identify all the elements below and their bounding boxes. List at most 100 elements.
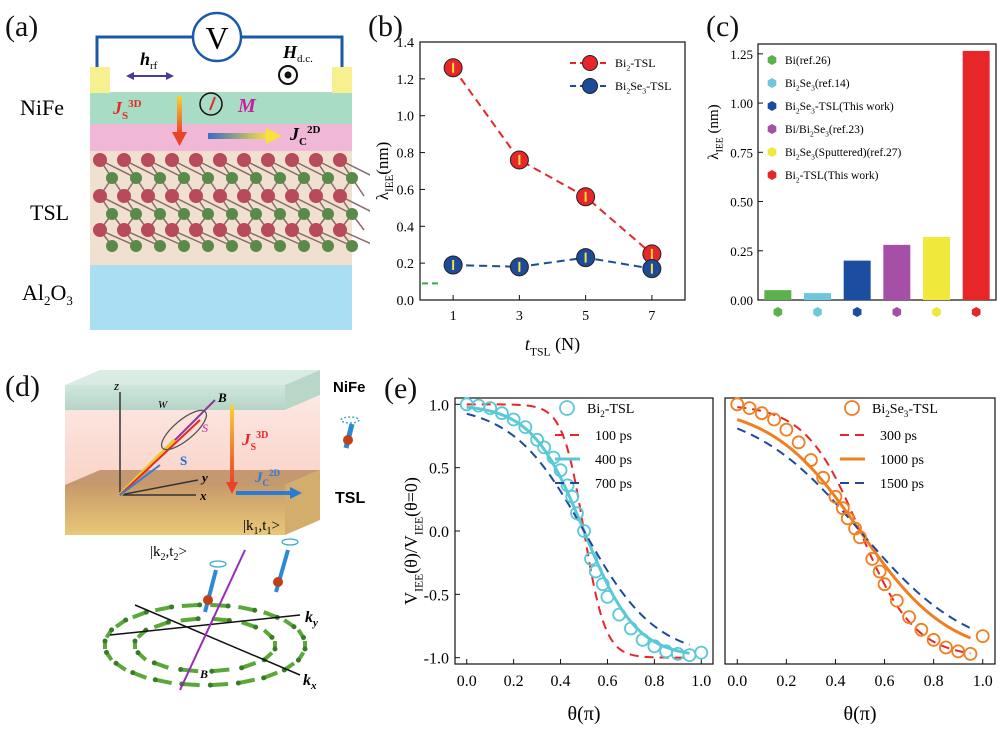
c-ylabel-part: (nm) bbox=[706, 104, 722, 137]
lattice-atom bbox=[141, 223, 155, 237]
b-ytick-label: 0.6 bbox=[397, 183, 415, 198]
e-ytick-label: -1.0 bbox=[424, 651, 449, 668]
lattice-atom bbox=[178, 240, 190, 252]
spin-texture-arrowhead bbox=[102, 638, 108, 644]
ket2-orbit bbox=[209, 560, 227, 568]
ket2-label: |k2,t2> bbox=[150, 544, 187, 563]
e-data-point bbox=[565, 489, 580, 504]
e-legend-label-part: -TSL bbox=[605, 402, 635, 417]
e-legend-label: Bi2Se3-TSL bbox=[872, 402, 938, 419]
c-legend-label-part: -TSL(This work) bbox=[815, 101, 894, 113]
e-legend-label-part: Se bbox=[890, 402, 904, 417]
spin-texture-arrowhead bbox=[113, 660, 119, 666]
e-data-point bbox=[584, 551, 598, 566]
spin-texture-arrowhead bbox=[195, 616, 201, 622]
e-ylabel-part: (θ=0) bbox=[401, 477, 422, 517]
c-category-marker bbox=[813, 307, 822, 317]
e-legend-label: 400 ps bbox=[595, 453, 632, 468]
c-legend-label-part: 3 bbox=[825, 129, 829, 138]
c-legend-label-part: 3 bbox=[811, 83, 815, 92]
spin-texture-arrowhead bbox=[239, 665, 245, 671]
e-data-point bbox=[926, 633, 941, 647]
c-legend-marker bbox=[767, 78, 777, 88]
spin-texture-arrowhead bbox=[300, 635, 306, 641]
d-nife-front bbox=[65, 385, 285, 410]
e-data-point bbox=[742, 401, 757, 416]
e-data-point bbox=[730, 397, 745, 412]
lattice-atom bbox=[165, 189, 179, 203]
ket2-electron bbox=[203, 595, 213, 605]
c-legend-marker bbox=[767, 101, 777, 111]
e-data-point bbox=[877, 577, 892, 592]
e-data-point bbox=[914, 622, 929, 637]
e-fit-line bbox=[736, 418, 972, 640]
lattice-atom bbox=[130, 172, 142, 184]
al2o3-layer bbox=[90, 265, 352, 330]
c-bar bbox=[843, 260, 871, 300]
e-data-point bbox=[682, 648, 697, 663]
spin-texture-arrowhead bbox=[151, 660, 157, 666]
b-legend-label-part: 3 bbox=[642, 87, 646, 96]
lattice-atom bbox=[106, 208, 118, 220]
b-xtick-label: 3 bbox=[516, 309, 523, 324]
c-legend-label-part: Bi bbox=[785, 101, 796, 113]
c-legend-label-part: Bi/Bi bbox=[785, 124, 810, 136]
e-data-point bbox=[577, 524, 591, 538]
k-b-label: B bbox=[199, 667, 208, 681]
b-legend-label-part: 2 bbox=[626, 87, 630, 96]
lattice-atom bbox=[333, 153, 347, 167]
b-series-line bbox=[452, 67, 653, 255]
z-label: z bbox=[113, 378, 119, 393]
d-jc-arrowhead bbox=[290, 487, 302, 499]
lattice-atom bbox=[250, 172, 262, 184]
b-label: B bbox=[217, 390, 227, 405]
c-legend-label-part: 2 bbox=[810, 129, 814, 138]
e-data-point bbox=[975, 629, 990, 644]
c-legend-label-part: -TSL(This work) bbox=[800, 170, 879, 182]
lattice-atom bbox=[346, 172, 358, 184]
lattice-atom bbox=[130, 240, 142, 252]
panel-a-schematic: V hrf Hd.c. NiFe TSL Al2O3 JS3D M JC2D bbox=[20, 11, 370, 330]
e-data-point bbox=[872, 564, 887, 579]
wire-right bbox=[241, 35, 344, 67]
e-legend-label: 300 ps bbox=[880, 429, 917, 444]
b-ytick-label: 1.2 bbox=[397, 73, 415, 88]
b-legend-label-part: Bi bbox=[615, 56, 627, 70]
ket1-label: |k1,t1> bbox=[243, 518, 280, 537]
c-legend-label-part: Se bbox=[800, 147, 812, 159]
lattice-atom bbox=[165, 223, 179, 237]
lattice-atom bbox=[165, 153, 179, 167]
e-xtick-label: 0.2 bbox=[776, 673, 796, 690]
axis-y bbox=[119, 479, 199, 496]
c-legend-marker bbox=[767, 170, 777, 180]
e-legend-marker bbox=[844, 400, 860, 416]
d-jc-label: JC2D bbox=[254, 468, 281, 488]
lattice-atom bbox=[285, 153, 299, 167]
label-nife: NiFe bbox=[20, 95, 64, 120]
lattice-atom bbox=[226, 208, 238, 220]
lattice-atom bbox=[274, 208, 286, 220]
e-legend-label: 100 ps bbox=[595, 429, 632, 444]
spin-texture-arrowhead bbox=[132, 638, 138, 644]
c-legend-label-part: Bi bbox=[785, 78, 796, 90]
spin-texture-arrowhead bbox=[135, 650, 141, 656]
e-data-point bbox=[560, 478, 575, 493]
b-legend-label-part: 2 bbox=[626, 64, 630, 73]
js-label: JS3D bbox=[112, 98, 142, 122]
lattice-atom bbox=[285, 223, 299, 237]
c-ytick-label: 0.75 bbox=[730, 145, 753, 160]
e-data-point bbox=[635, 633, 650, 647]
c-category-marker bbox=[971, 307, 981, 317]
s0-label: S bbox=[202, 421, 208, 435]
jc-arrowhead bbox=[266, 128, 282, 144]
b-legend-label: Bi2-TSL bbox=[615, 56, 656, 73]
spin-texture-arrowhead bbox=[225, 603, 231, 609]
k-space-diagram bbox=[102, 602, 308, 688]
spin-texture-arrowhead bbox=[209, 668, 215, 674]
spin-texture-arrowhead bbox=[207, 682, 213, 688]
lattice-atom bbox=[261, 153, 275, 167]
spin-texture-arrowhead bbox=[272, 646, 278, 652]
hrf-arrowhead-right bbox=[166, 72, 174, 80]
spin-texture-arrowhead bbox=[169, 604, 175, 610]
